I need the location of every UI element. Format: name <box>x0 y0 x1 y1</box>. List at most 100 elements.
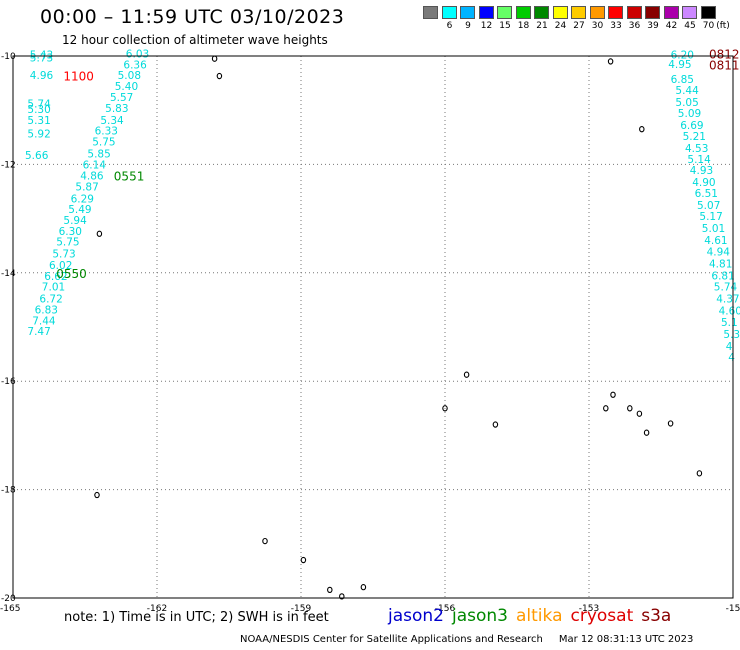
color-swatch <box>460 6 475 19</box>
wave-height-value: 5.44 <box>675 85 699 97</box>
wave-height-value: 6.85 <box>671 74 694 86</box>
wave-height-value: 5.74 <box>27 98 51 110</box>
color-scale-label: 24 <box>554 21 567 31</box>
color-swatch <box>571 6 586 19</box>
wave-height-value: 5.94 <box>63 215 87 227</box>
y-tick-label: -10 <box>1 52 16 62</box>
color-swatch <box>423 6 438 19</box>
satellite-cryosat: cryosat <box>570 606 634 626</box>
color-swatch <box>589 6 605 19</box>
wave-height-value: 7.47 <box>27 326 50 338</box>
island-outline <box>607 58 614 65</box>
color-scale-label: 70 <box>702 21 715 31</box>
y-tick-label: -20 <box>1 594 16 604</box>
wave-height-value: 5.17 <box>699 211 722 223</box>
footnote: note: 1) Time is in UTC; 2) SWH is in fe… <box>64 610 329 625</box>
island-outline <box>696 470 703 477</box>
pass-time-label: 0550 <box>56 267 87 281</box>
pass-time-label: 1100 <box>63 69 94 83</box>
color-swatch <box>663 6 679 19</box>
wave-height-value: 4.81 <box>709 258 732 270</box>
wave-height-value: 5.01 <box>702 223 725 235</box>
wave-height-value: 5.75 <box>92 136 115 148</box>
color-swatch <box>497 6 512 19</box>
island-outline <box>262 537 268 545</box>
color-swatch <box>626 6 642 19</box>
island-outline <box>339 593 345 600</box>
wave-height-value: 5.66 <box>25 150 49 162</box>
wave-height-value: 5.07 <box>697 200 720 212</box>
wave-height-value: 5.83 <box>105 103 128 115</box>
satellite-s3a: s3a <box>641 606 672 626</box>
island-outline <box>96 230 103 237</box>
y-tick-label: -12 <box>1 160 16 170</box>
color-scale-label: 21 <box>536 21 548 31</box>
wave-height-value: 6.29 <box>71 193 94 205</box>
island-outline <box>492 421 499 428</box>
wave-height-value: 4.90 <box>692 177 715 189</box>
wave-height-value: 6.62 <box>44 271 67 283</box>
credit-footer: NOAA/NESDIS Center for Satellite Applica… <box>240 634 693 645</box>
x-tick-label: -162 <box>147 604 167 614</box>
color-scale-label: 12 <box>480 21 493 31</box>
wave-height-value: 6.36 <box>123 59 147 71</box>
island-outline <box>636 410 643 417</box>
wave-height-value: 5.75 <box>56 237 79 249</box>
pass-time-label: 0811 <box>709 59 740 73</box>
color-scale-label: 6 <box>446 21 453 31</box>
wave-height-value: 4.86 <box>80 171 104 183</box>
wave-height-value: 5.31 <box>27 115 50 127</box>
island-outline <box>627 405 633 412</box>
island-outline <box>603 405 609 412</box>
wave-height-value: 7.44 <box>32 315 56 327</box>
color-scale-label: 33 <box>610 21 622 31</box>
wave-height-value: 5.09 <box>678 108 701 120</box>
wave-height-value: 4.53 <box>685 143 708 155</box>
wave-height-value: 5.05 <box>675 97 698 109</box>
island-outline <box>442 405 448 412</box>
x-tick-label: -153 <box>579 604 599 614</box>
wave-height-value: 5.87 <box>75 181 98 193</box>
wave-height-value: 6.81 <box>711 270 734 282</box>
island-outline <box>300 556 307 564</box>
wave-height-value: 4.37 <box>716 294 739 306</box>
color-scale-label: 9 <box>465 21 471 31</box>
color-swatch <box>700 6 716 19</box>
satellite-jason2: jason2 <box>388 606 444 626</box>
wave-height-value: 6.33 <box>95 126 118 138</box>
x-tick-label: -165 <box>0 604 20 614</box>
wave-height-value: 5.1 <box>721 317 738 329</box>
islands <box>94 55 703 600</box>
wave-height-value: 5.30 <box>27 104 50 116</box>
island-outline <box>639 126 645 133</box>
y-tick-label: -16 <box>1 377 16 387</box>
color-scale-label: 45 <box>684 21 696 31</box>
satellite-legend: jason2 jason3 altika cryosat s3a <box>388 606 679 626</box>
wave-height-value: 4.60 <box>719 306 740 318</box>
wave-height-value: 6.83 <box>35 304 58 316</box>
wave-height-value: 5.57 <box>110 92 133 104</box>
wave-height-value: 5.73 <box>30 52 53 64</box>
generated-date: Mar 12 08:31:13 UTC 2023 <box>558 634 694 645</box>
color-scale-label: 18 <box>517 21 530 31</box>
color-scale-label: 36 <box>628 21 641 31</box>
wave-height-value: 6.02 <box>49 260 72 272</box>
wave-height-value: 5.40 <box>115 81 138 93</box>
wave-height-value: 5.14 <box>687 154 711 166</box>
satellite-jason3: jason3 <box>452 606 508 626</box>
axis-ticks: -165 -162 -159 -156 -153 -15 -10 -12 -14 -16 -18 -2… <box>0 52 740 614</box>
wave-height-value: 4.96 <box>30 70 54 82</box>
wave-height-value: 4 <box>726 341 733 353</box>
map-subtitle: 12 hour collection of altimeter wave hei… <box>62 33 328 47</box>
wave-height-tracks: 6.035.435.736.364.96 5.085.405.575.745.30… <box>25 49 740 365</box>
color-scale-label: 42 <box>665 21 678 31</box>
wave-height-value: 5.08 <box>118 70 141 82</box>
color-swatch <box>682 6 697 19</box>
color-scale-unit: (ft) <box>716 21 730 31</box>
wave-height-value: 6.51 <box>695 188 718 200</box>
x-tick-label: -156 <box>435 604 456 614</box>
island-outline <box>463 371 470 378</box>
pass-time-label: 0812 <box>709 48 740 62</box>
x-tick-label: -159 <box>291 604 312 614</box>
wave-height-value: 7.01 <box>42 282 65 294</box>
